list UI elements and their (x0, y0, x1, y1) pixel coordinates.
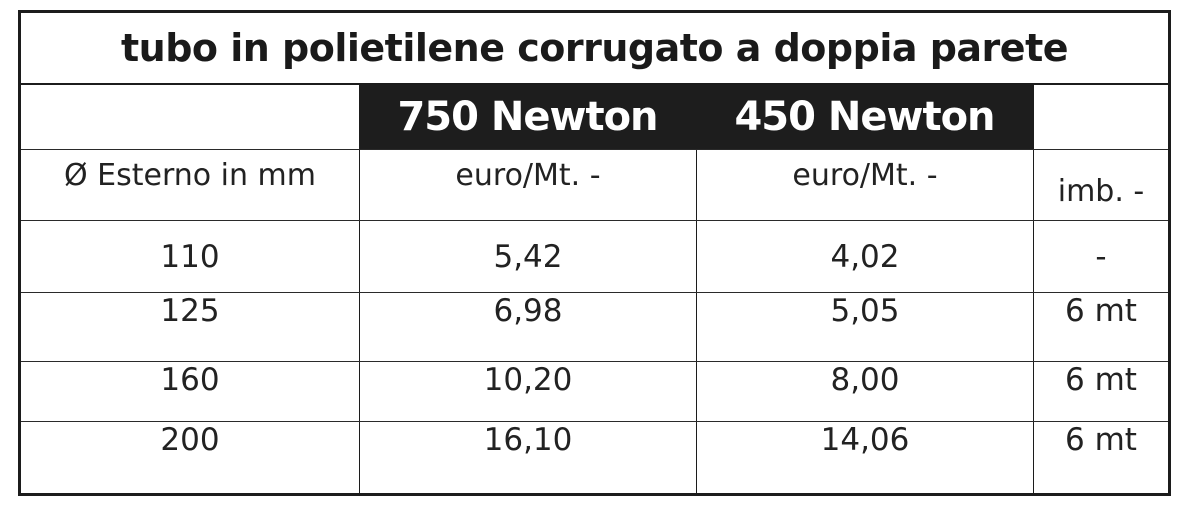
table-cell-packaging: 6 mt (1065, 422, 1137, 458)
price-table: tubo in polietilene corrugato a doppia p… (18, 10, 1171, 496)
newton-header-band: 750 Newton 450 Newton (359, 85, 1033, 149)
table-title: tubo in polietilene corrugato a doppia p… (21, 13, 1168, 85)
col-divider-2 (696, 149, 697, 493)
row-divider-4 (21, 421, 1168, 422)
table-cell-diameter: 200 (160, 422, 220, 458)
table-cell-price-750: 16,10 (483, 422, 573, 458)
group-header-450: 450 Newton (734, 94, 995, 140)
table-cell-price-750: 5,42 (493, 238, 563, 275)
col-divider-3 (1033, 85, 1034, 493)
table-cell-packaging: 6 mt (1065, 293, 1137, 329)
table-cell-packaging: 6 mt (1065, 362, 1137, 398)
table-cell-packaging: - (1095, 238, 1107, 275)
table-cell-price-450: 5,05 (830, 293, 900, 329)
table-cell-price-450: 8,00 (830, 362, 900, 398)
row-divider-2 (21, 292, 1168, 293)
column-header-price-750: euro/Mt. - (455, 157, 601, 193)
table-cell-diameter: 110 (160, 238, 220, 275)
row-divider-header (21, 149, 1168, 150)
row-divider-1 (21, 220, 1168, 221)
column-header-price-450: euro/Mt. - (792, 157, 938, 193)
col-divider-1 (359, 149, 360, 493)
row-divider-3 (21, 361, 1168, 362)
table-cell-diameter: 125 (160, 293, 220, 329)
group-header-750: 750 Newton (397, 94, 658, 140)
table-cell-diameter: 160 (160, 362, 220, 398)
table-cell-price-750: 10,20 (483, 362, 573, 398)
column-header-packaging: imb. - (1057, 174, 1145, 209)
table-cell-price-450: 14,06 (820, 422, 910, 458)
table-cell-price-450: 4,02 (830, 238, 900, 275)
table-cell-price-750: 6,98 (493, 293, 563, 329)
column-header-diameter: Ø Esterno in mm (64, 157, 316, 193)
